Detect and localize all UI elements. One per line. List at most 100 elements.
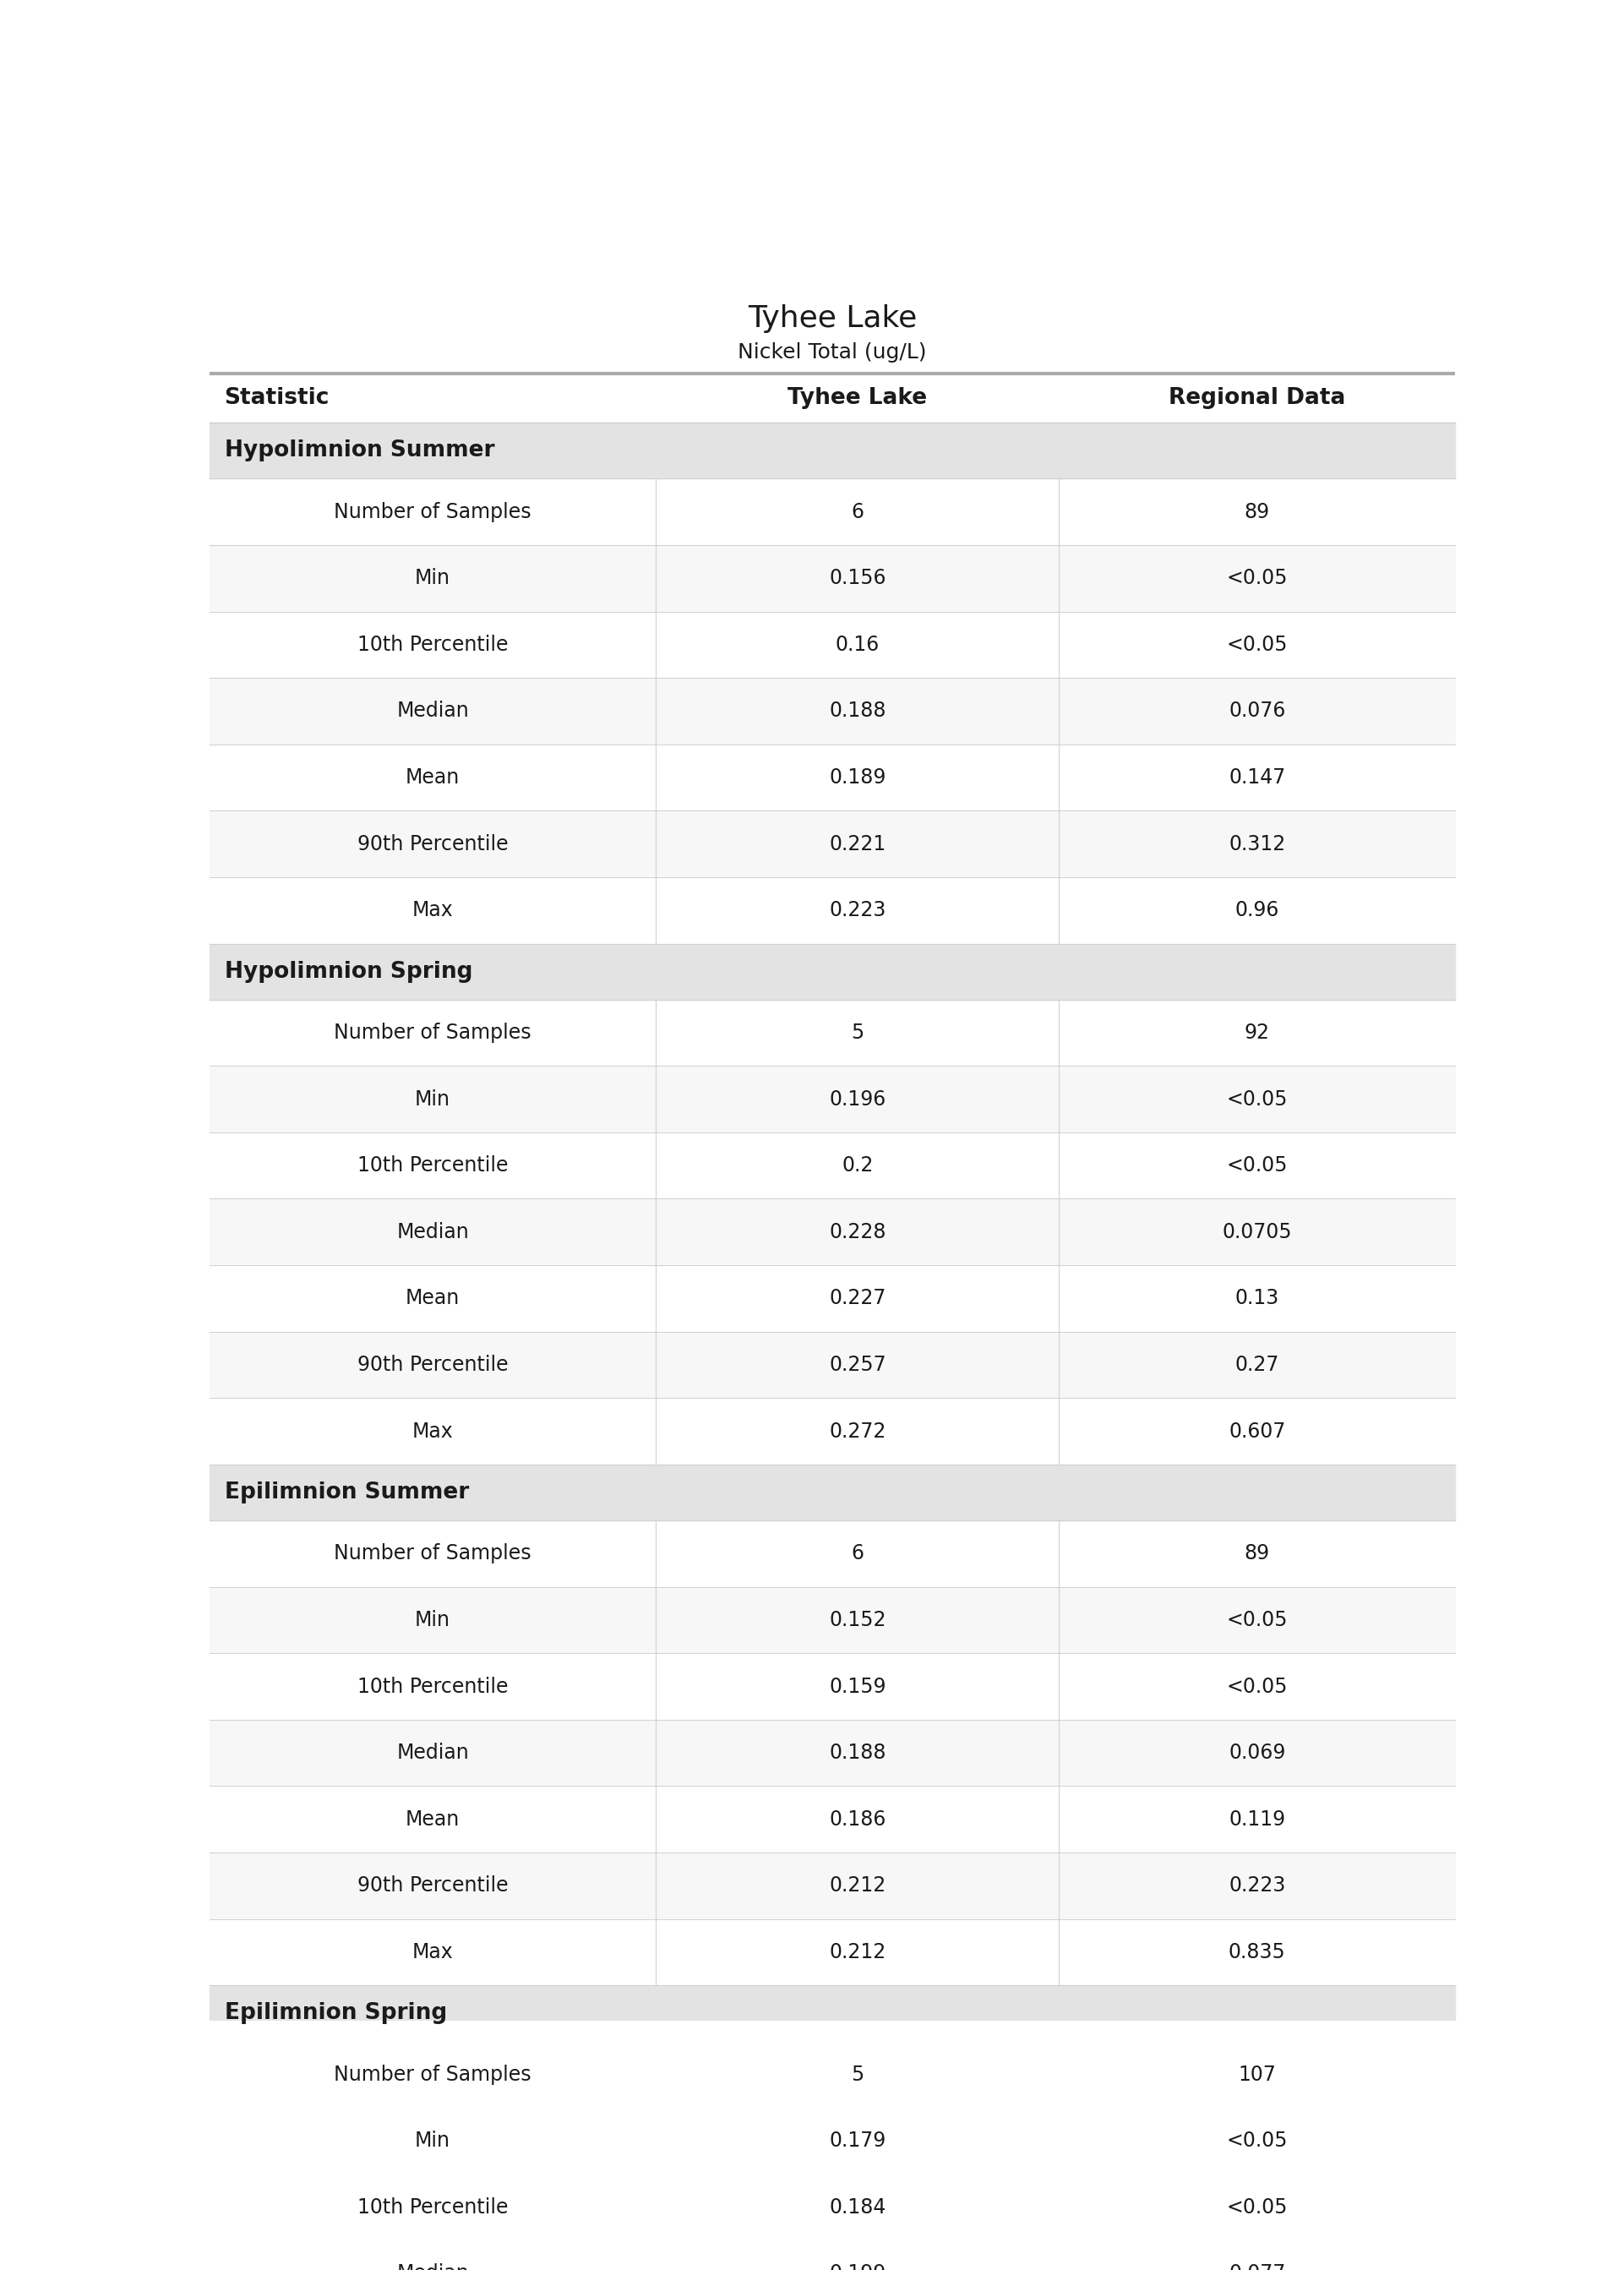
Text: 0.272: 0.272 [828, 1421, 887, 1441]
Text: 0.221: 0.221 [830, 833, 885, 854]
Text: 0.076: 0.076 [1229, 701, 1286, 722]
Bar [209, 1587, 1455, 1653]
Text: Max: Max [412, 901, 453, 922]
Text: Min: Min [416, 1609, 450, 1630]
Text: 10th Percentile: 10th Percentile [357, 2197, 508, 2218]
Text: Tyhee Lake: Tyhee Lake [788, 388, 927, 409]
Text: 0.227: 0.227 [828, 1289, 887, 1308]
Text: 0.13: 0.13 [1234, 1289, 1280, 1308]
Text: 0.2: 0.2 [841, 1155, 874, 1176]
Bar [209, 2041, 1455, 2109]
Text: <0.05: <0.05 [1226, 1090, 1288, 1110]
Text: 90th Percentile: 90th Percentile [357, 1875, 508, 1895]
Text: Nickel Total (ug/L): Nickel Total (ug/L) [737, 343, 927, 363]
Text: 107: 107 [1237, 2063, 1276, 2084]
Text: 0.212: 0.212 [830, 1943, 885, 1961]
Text: Median: Median [396, 701, 469, 722]
Text: Number of Samples: Number of Samples [335, 1544, 531, 1564]
Bar [209, 2175, 1455, 2240]
Text: 0.179: 0.179 [830, 2132, 885, 2152]
Text: 0.607: 0.607 [1229, 1421, 1286, 1441]
Text: Epilimnion Spring: Epilimnion Spring [224, 2002, 447, 2025]
Text: Number of Samples: Number of Samples [335, 502, 531, 522]
Text: 0.189: 0.189 [828, 767, 887, 788]
Text: <0.05: <0.05 [1226, 568, 1288, 588]
Bar [209, 422, 1455, 479]
Text: 6: 6 [851, 502, 864, 522]
Text: 0.312: 0.312 [1229, 833, 1286, 854]
Bar [209, 1852, 1455, 1918]
Text: <0.05: <0.05 [1226, 2197, 1288, 2218]
Bar [209, 1918, 1455, 1986]
Text: <0.05: <0.05 [1226, 2132, 1288, 2152]
Text: 0.196: 0.196 [830, 1090, 885, 1110]
Text: 0.186: 0.186 [828, 1809, 887, 1830]
Text: <0.05: <0.05 [1226, 636, 1288, 654]
Text: Median: Median [396, 1221, 469, 1242]
Bar [209, 1264, 1455, 1332]
Text: 89: 89 [1244, 502, 1270, 522]
Bar [209, 1398, 1455, 1464]
Bar [209, 679, 1455, 745]
Text: 0.228: 0.228 [828, 1221, 887, 1242]
Text: 0.119: 0.119 [1229, 1809, 1286, 1830]
Text: 90th Percentile: 90th Percentile [357, 833, 508, 854]
Bar [209, 2109, 1455, 2175]
Bar [209, 479, 1455, 545]
Bar [209, 1199, 1455, 1264]
Text: 0.184: 0.184 [828, 2197, 887, 2218]
Text: 90th Percentile: 90th Percentile [357, 1355, 508, 1376]
Bar [209, 1067, 1455, 1133]
Bar [209, 375, 1455, 422]
Text: 0.152: 0.152 [828, 1609, 887, 1630]
Bar [209, 1786, 1455, 1852]
Bar [209, 745, 1455, 810]
Text: 89: 89 [1244, 1544, 1270, 1564]
Text: 0.27: 0.27 [1234, 1355, 1280, 1376]
Text: 0.16: 0.16 [835, 636, 880, 654]
Bar [209, 876, 1455, 944]
Text: 0.223: 0.223 [1229, 1875, 1286, 1895]
Text: Median: Median [396, 2263, 469, 2270]
Bar [209, 611, 1455, 679]
Text: 0.159: 0.159 [828, 1675, 887, 1696]
Bar [209, 999, 1455, 1067]
Text: 0.96: 0.96 [1234, 901, 1280, 922]
Text: 0.188: 0.188 [828, 701, 887, 722]
Bar [209, 1133, 1455, 1199]
Text: Number of Samples: Number of Samples [335, 1022, 531, 1042]
Text: 0.147: 0.147 [1229, 767, 1286, 788]
Bar [209, 545, 1455, 611]
Text: Min: Min [416, 2132, 450, 2152]
Bar [209, 1721, 1455, 1786]
Text: 0.835: 0.835 [1228, 1943, 1286, 1961]
Bar [209, 1464, 1455, 1521]
Text: 92: 92 [1244, 1022, 1270, 1042]
Text: Max: Max [412, 1943, 453, 1961]
Text: Statistic: Statistic [224, 388, 330, 409]
Text: Hypolimnion Summer: Hypolimnion Summer [224, 440, 494, 461]
Text: Hypolimnion Spring: Hypolimnion Spring [224, 960, 473, 983]
Bar [209, 2240, 1455, 2270]
Bar [209, 1653, 1455, 1721]
Text: 10th Percentile: 10th Percentile [357, 1155, 508, 1176]
Text: Mean: Mean [406, 1809, 460, 1830]
Text: 0.223: 0.223 [828, 901, 887, 922]
Text: 0.069: 0.069 [1229, 1743, 1286, 1764]
Text: Epilimnion Summer: Epilimnion Summer [224, 1482, 469, 1503]
Text: 0.257: 0.257 [828, 1355, 887, 1376]
Text: 5: 5 [851, 2063, 864, 2084]
Text: 10th Percentile: 10th Percentile [357, 1675, 508, 1696]
Text: 0.0705: 0.0705 [1223, 1221, 1293, 1242]
Text: Mean: Mean [406, 1289, 460, 1308]
Text: 5: 5 [851, 1022, 864, 1042]
Bar [209, 1986, 1455, 2041]
Text: 6: 6 [851, 1544, 864, 1564]
Text: Min: Min [416, 568, 450, 588]
Text: Mean: Mean [406, 767, 460, 788]
Text: <0.05: <0.05 [1226, 1675, 1288, 1696]
Text: Max: Max [412, 1421, 453, 1441]
Text: <0.05: <0.05 [1226, 1609, 1288, 1630]
Text: Median: Median [396, 1743, 469, 1764]
Text: 0.199: 0.199 [830, 2263, 885, 2270]
